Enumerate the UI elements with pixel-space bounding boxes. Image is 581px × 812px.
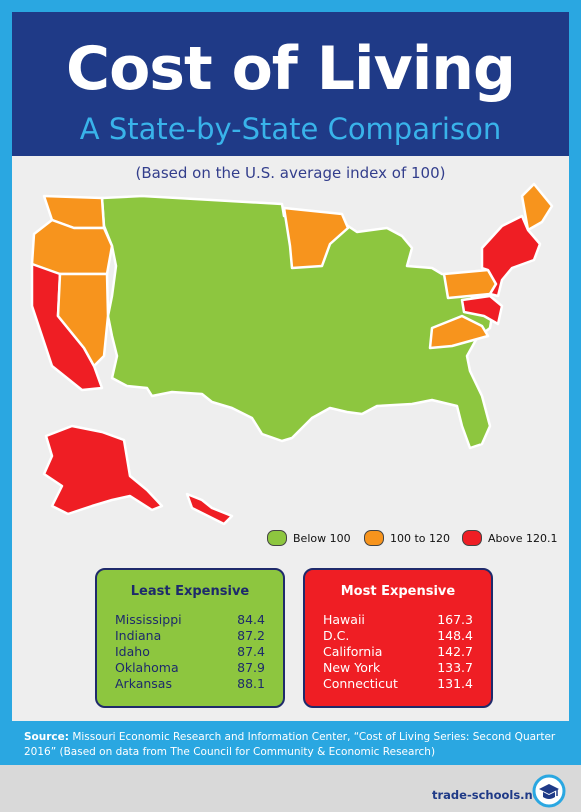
source-label: Source: [24, 731, 69, 743]
state-value: 148.4 [437, 628, 473, 643]
legend-mid: 100 to 120 [364, 528, 450, 548]
most-expensive-card: Most Expensive Hawaii 167.3 D.C. 148.4 Cal… [303, 568, 493, 708]
us-map [30, 182, 554, 526]
least-expensive-card: Least Expensive Mississippi 84.4 Indiana 8… [95, 568, 285, 708]
state-region-midatlantic [460, 294, 504, 326]
state-value: 87.2 [237, 628, 265, 643]
legend-label: Below 100 [293, 531, 351, 545]
graduation-cap-logo-icon [532, 774, 566, 808]
state-value: 142.7 [437, 644, 473, 659]
least-expensive-title: Least Expensive [130, 584, 250, 599]
state-value: 84.4 [237, 612, 265, 627]
table-row: Idaho 87.4 [115, 644, 265, 660]
table-row: D.C. 148.4 [323, 628, 473, 644]
content-panel: (Based on the U.S. average index of 100) [12, 156, 569, 721]
state-hawaii [185, 492, 234, 526]
state-name: California [323, 644, 383, 659]
table-row: Hawaii 167.3 [323, 612, 473, 628]
state-region-northeast [480, 214, 542, 298]
state-pennsylvania [442, 268, 498, 300]
state-minnesota [282, 206, 350, 270]
state-alaska [42, 424, 164, 516]
state-value: 167.3 [437, 612, 473, 627]
state-name: Mississippi [115, 612, 182, 627]
legend-red-swatch [462, 530, 482, 546]
source-note: Source: Missouri Economic Research and I… [24, 730, 564, 760]
most-expensive-title: Most Expensive [340, 584, 456, 599]
table-row: Indiana 87.2 [115, 628, 265, 644]
state-name: Hawaii [323, 612, 365, 627]
table-row: Arkansas 88.1 [115, 676, 265, 692]
state-maine [520, 182, 554, 232]
state-name: Indiana [115, 628, 162, 643]
state-name: New York [323, 660, 381, 675]
table-row: Oklahoma 87.9 [115, 660, 265, 676]
state-name: Idaho [115, 644, 150, 659]
source-text: Missouri Economic Research and Informati… [24, 731, 556, 758]
state-virginia [428, 314, 490, 350]
state-name: D.C. [323, 628, 350, 643]
state-value: 131.4 [437, 676, 473, 691]
header: Cost of Living A State-by-State Comparis… [12, 12, 569, 156]
state-oregon [30, 218, 114, 276]
index-note: (Based on the U.S. average index of 100) [135, 164, 446, 182]
state-name: Arkansas [115, 676, 172, 691]
brand-link[interactable]: trade-schools.net [432, 788, 547, 802]
state-value: 88.1 [237, 676, 265, 691]
page-title: Cost of Living [66, 34, 516, 104]
legend-label: 100 to 120 [390, 531, 451, 545]
table-row: California 142.7 [323, 644, 473, 660]
legend-orange-swatch [364, 530, 384, 546]
legend-above: Above 120.1 [462, 528, 558, 548]
state-name: Connecticut [323, 676, 398, 691]
page-subtitle: A State-by-State Comparison [79, 112, 502, 146]
legend-label: Above 120.1 [488, 531, 558, 545]
state-nevada [56, 272, 110, 368]
table-row: Connecticut 131.4 [323, 676, 473, 692]
state-value: 133.7 [437, 660, 473, 675]
legend-below: Below 100 [267, 528, 351, 548]
table-row: New York 133.7 [323, 660, 473, 676]
state-value: 87.4 [237, 644, 265, 659]
state-name: Oklahoma [115, 660, 179, 675]
table-row: Mississippi 84.4 [115, 612, 265, 628]
state-region-green [100, 194, 494, 450]
legend-green-swatch [267, 530, 287, 546]
state-value: 87.9 [237, 660, 265, 675]
